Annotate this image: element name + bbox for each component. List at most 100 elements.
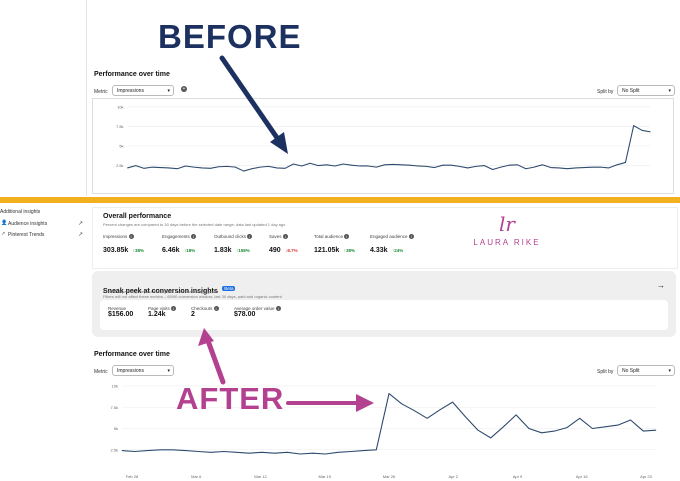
bottom-metric-select[interactable]: Impressions ▾ xyxy=(112,365,174,376)
before-arrow-icon xyxy=(219,55,288,154)
metric-checkouts: Checkouts i 2 xyxy=(191,306,219,318)
x-tick-label: Apr 23 xyxy=(640,474,653,479)
data-point xyxy=(459,166,460,167)
data-point xyxy=(172,449,174,451)
sneak-peek-line2: Filters will not affect these metrics – … xyxy=(103,294,282,299)
overall-title: Overall performance xyxy=(103,213,172,220)
x-tick-label: Mar 19 xyxy=(319,474,332,479)
metric-value: 2 xyxy=(191,311,195,319)
info-icon[interactable]: i xyxy=(344,234,350,240)
info-icon[interactable]: i xyxy=(282,234,288,240)
overall-subtitle: Percent changes are compared to 30 days … xyxy=(103,222,286,227)
top-split-label: Split by xyxy=(597,89,614,95)
data-point xyxy=(401,403,403,405)
info-icon[interactable]: i xyxy=(191,234,197,240)
sidebar-item-label: Pinterest Trends xyxy=(8,232,45,238)
sidebar-heading: Additional insights xyxy=(0,209,41,215)
info-icon[interactable]: i xyxy=(275,306,281,312)
data-point xyxy=(477,429,479,431)
data-point xyxy=(168,167,170,169)
info-icon[interactable]: i xyxy=(247,234,253,240)
add-icon[interactable]: + xyxy=(181,86,187,92)
x-tick-label: Apr 9 xyxy=(513,474,523,479)
data-point xyxy=(268,166,269,167)
x-tick-label: Mar 6 xyxy=(191,474,202,479)
data-point xyxy=(210,451,212,453)
data-point xyxy=(608,167,610,169)
metric-value: 490 xyxy=(269,247,281,255)
data-point xyxy=(388,393,390,394)
metric-value: $156.00 xyxy=(108,311,134,318)
data-point xyxy=(375,449,377,451)
metric-change: 38% xyxy=(346,248,356,254)
metric-change: 158% xyxy=(238,248,250,254)
metric-change: 24% xyxy=(394,248,404,254)
data-point xyxy=(600,166,601,168)
data-point xyxy=(604,426,606,428)
info-icon[interactable]: i xyxy=(408,234,414,240)
info-icon[interactable]: i xyxy=(213,306,219,312)
data-point xyxy=(616,164,618,166)
logo-name: LAURA RIKE xyxy=(473,238,541,247)
logo-initials: lr xyxy=(499,212,515,236)
chevron-down-icon: ▾ xyxy=(668,368,671,374)
x-tick-label: Apr 16 xyxy=(576,474,589,479)
data-point xyxy=(243,170,244,172)
top-split-select[interactable]: No Split ▾ xyxy=(617,85,675,96)
info-icon[interactable]: i xyxy=(171,306,177,312)
metric-name: Impressions xyxy=(103,234,128,239)
data-point xyxy=(439,409,441,411)
data-point xyxy=(261,451,263,453)
sidebar-item-pinterest-trends[interactable]: ↗ Pinterest Trends ↗ xyxy=(0,231,86,240)
metric-impressions: Impressions i 303.85k ↑38% xyxy=(103,234,144,257)
sidebar-item-audience-insights[interactable]: 👤 Audience insights ↗ xyxy=(0,220,86,229)
metric-name: Page visits xyxy=(148,306,170,311)
data-point xyxy=(500,166,502,168)
x-tick-label: Apr 2 xyxy=(448,474,458,479)
arrow-right-icon[interactable]: → xyxy=(657,281,665,290)
up-arrow-icon: ↑ xyxy=(391,248,395,254)
after-label: AFTER xyxy=(176,381,284,417)
data-point xyxy=(409,164,410,166)
data-point xyxy=(426,417,428,419)
metric-value: 303.85k xyxy=(103,247,129,255)
bottom-split-select[interactable]: No Split ▾ xyxy=(617,365,675,376)
data-point xyxy=(503,426,504,428)
data-point xyxy=(641,129,643,131)
data-point xyxy=(425,166,427,167)
after-label-text: AFTER xyxy=(176,381,285,416)
data-point xyxy=(309,162,311,164)
data-point xyxy=(434,167,435,168)
data-point xyxy=(583,167,585,168)
data-point xyxy=(135,165,137,166)
data-point xyxy=(655,429,657,431)
bottom-split-label: Split by xyxy=(597,369,614,375)
down-arrow-icon: ↓ xyxy=(285,248,288,254)
data-point xyxy=(226,166,228,167)
bottom-section-title: Performance over time xyxy=(94,351,170,358)
y-tick-label: 7.5k xyxy=(110,405,118,410)
data-point xyxy=(625,162,626,163)
data-point xyxy=(400,164,402,166)
data-point xyxy=(492,169,493,170)
data-point xyxy=(533,166,535,168)
y-tick-label: 10k xyxy=(117,104,123,109)
metric-change: 38% xyxy=(135,248,145,254)
before-label-text: BEFORE xyxy=(158,18,302,55)
metric-value: $78.00 xyxy=(234,311,256,319)
metric-value: 1.24k xyxy=(148,311,166,319)
data-point xyxy=(251,168,253,170)
chevron-down-icon: ▾ xyxy=(167,88,170,94)
top-metric-label: Metric xyxy=(94,89,108,95)
top-metric-select[interactable]: Impressions ▾ xyxy=(112,85,174,96)
left-border xyxy=(86,0,87,196)
up-arrow-icon: ↑ xyxy=(132,248,136,254)
data-point xyxy=(575,167,576,169)
data-point xyxy=(325,453,326,455)
person-icon: 👤 xyxy=(1,220,8,226)
metric-name: Engaged audience xyxy=(370,234,408,239)
beta-badge: Beta xyxy=(222,286,236,292)
data-point xyxy=(276,167,278,169)
data-point xyxy=(185,165,186,167)
info-icon[interactable]: i xyxy=(128,234,134,240)
